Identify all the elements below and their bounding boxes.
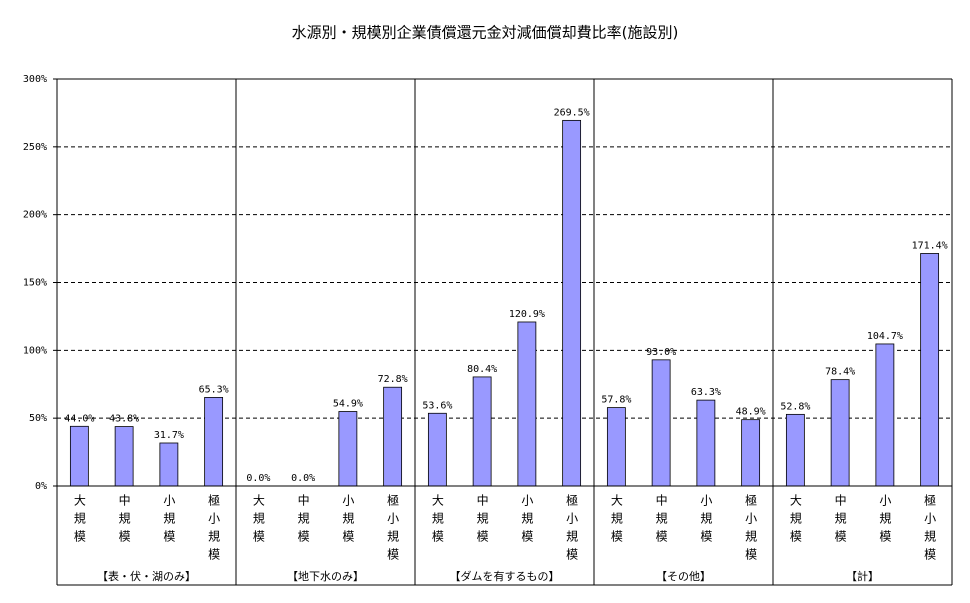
value-label: 104.7% (867, 331, 903, 342)
bar (517, 321, 537, 487)
x-tick-label: 大規模 (788, 494, 802, 548)
bar (830, 379, 850, 487)
bar (427, 412, 447, 487)
value-label: 0.0% (291, 473, 315, 484)
bar (383, 386, 403, 487)
y-tick-label: 0% (35, 481, 47, 492)
x-tick-label: 大規模 (609, 494, 623, 548)
x-tick-label: 大規模 (251, 494, 265, 548)
value-label: 171.4% (912, 240, 948, 251)
value-label: 43.8% (109, 414, 139, 425)
value-label: 52.8% (780, 401, 810, 412)
y-tick-label: 50% (29, 413, 47, 424)
x-tick-label: 小規模 (878, 494, 892, 548)
bar (114, 426, 134, 487)
x-tick-label: 中規模 (833, 493, 847, 548)
x-tick-label: 極小規模 (386, 493, 400, 566)
bar (562, 119, 582, 487)
bar (875, 343, 895, 487)
bar (741, 419, 761, 487)
bar (69, 425, 89, 487)
y-tick-label: 100% (23, 345, 47, 356)
y-tick-label: 200% (23, 210, 47, 221)
y-tick-label: 150% (23, 278, 47, 289)
group-label: 【表・伏・湖のみ】 (97, 569, 196, 583)
chart-title: 水源別・規模別企業債償還元金対減価償却費比率(施設別) (292, 24, 679, 42)
bar (204, 397, 224, 487)
x-tick-label: 極小規模 (744, 493, 758, 566)
x-tick-label: 小規模 (520, 494, 534, 548)
value-label: 93.0% (646, 347, 676, 358)
x-tick-label: 極小規模 (565, 493, 579, 566)
x-tick-label: 小規模 (162, 494, 176, 548)
group-label: 【ダムを有するもの】 (450, 569, 560, 583)
group-label: 【その他】 (656, 570, 711, 583)
value-label: 72.8% (378, 374, 408, 385)
value-label: 80.4% (467, 364, 497, 375)
x-tick-label: 大規模 (72, 494, 86, 548)
x-tick-label: 小規模 (699, 494, 713, 548)
x-tick-label: 中規模 (117, 493, 131, 548)
bar (338, 411, 358, 487)
value-label: 31.7% (154, 430, 184, 441)
x-tick-label: 中規模 (654, 493, 668, 548)
value-label: 269.5% (554, 107, 590, 118)
value-label: 53.6% (422, 400, 452, 411)
group-label: 【計】 (846, 569, 879, 583)
value-label: 120.9% (509, 309, 545, 320)
value-label: 48.9% (736, 407, 766, 418)
y-tick-label: 300% (23, 74, 47, 85)
x-tick-label: 中規模 (296, 493, 310, 548)
x-tick-label: 中規模 (475, 493, 489, 548)
value-label: 65.3% (199, 384, 229, 395)
value-label: 57.8% (601, 395, 631, 406)
bar (472, 376, 492, 487)
value-label: 78.4% (825, 367, 855, 378)
bar (651, 359, 671, 487)
value-label: 54.9% (333, 399, 363, 410)
bar (785, 413, 805, 487)
x-tick-label: 極小規模 (923, 493, 937, 566)
bar (696, 399, 716, 487)
value-label: 63.3% (691, 387, 721, 398)
group-label: 【地下水のみ】 (287, 570, 364, 583)
bar (606, 407, 626, 487)
x-tick-label: 極小規模 (207, 493, 221, 566)
value-label: 44.0% (64, 413, 94, 424)
bar (159, 442, 179, 487)
x-tick-label: 大規模 (430, 494, 444, 548)
bar (920, 253, 940, 487)
x-tick-label: 小規模 (341, 494, 355, 548)
value-label: 0.0% (246, 473, 270, 484)
y-tick-label: 250% (23, 142, 47, 153)
